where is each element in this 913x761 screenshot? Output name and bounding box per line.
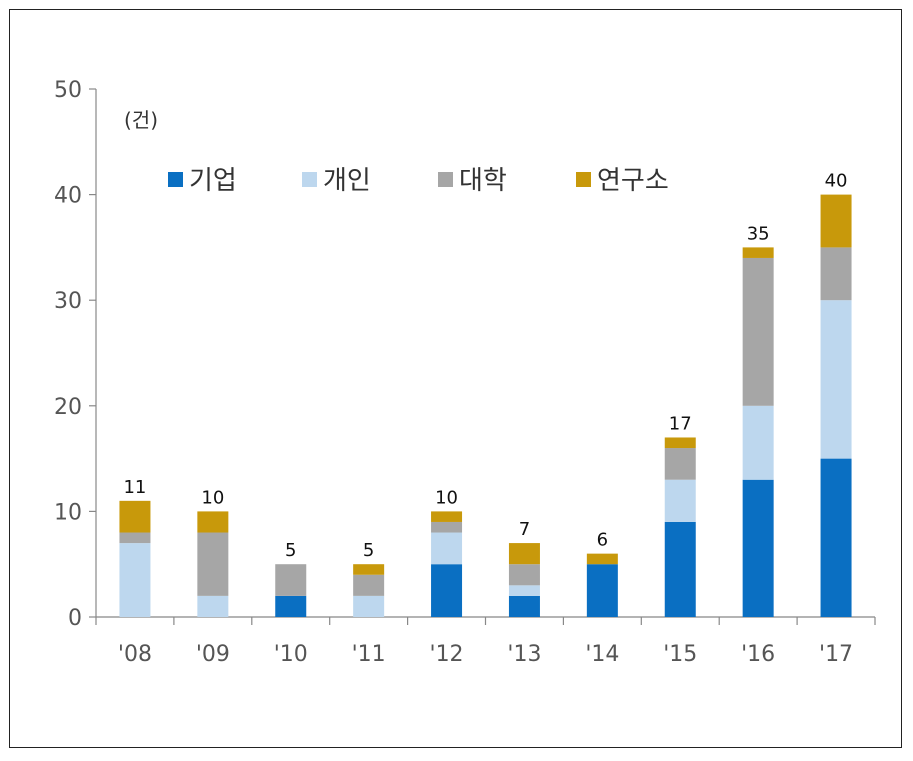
legend-swatch-대학 — [438, 172, 453, 187]
bar-segment-연구소 — [119, 500, 151, 533]
bar-segment-대학 — [820, 247, 852, 301]
bar-segment-연구소 — [431, 511, 463, 522]
legend-label: 기업 — [189, 166, 237, 196]
bar-segment-연구소 — [197, 511, 229, 533]
bar-segment-개인 — [508, 585, 540, 596]
chart-frame: 0 10 20 30 40 50 '08 11'09 10'10 5'11 5'12 10'13 7 '… — [9, 9, 902, 748]
legend-swatch-개인 — [302, 172, 317, 187]
bar-segment-개인 — [353, 595, 385, 617]
legend-swatch-연구소 — [576, 172, 591, 187]
bar-segment-기업 — [664, 521, 696, 617]
bar-segment-대학 — [119, 532, 151, 544]
x-tick-label: '12 — [430, 642, 464, 667]
bar-segment-개인 — [197, 595, 229, 617]
y-tick-label: 40 — [54, 184, 82, 209]
bar-segment-대학 — [197, 532, 229, 596]
bar-segment-개인 — [664, 479, 696, 522]
y-tick-label: 10 — [54, 500, 82, 525]
y-tick-label: 30 — [54, 289, 82, 314]
total-label: 17 — [669, 413, 692, 434]
bar-segment-대학 — [275, 564, 307, 596]
bar-segment-개인 — [820, 300, 852, 459]
legend-label: 연구소 — [597, 166, 669, 196]
total-label: 10 — [201, 487, 224, 508]
labels: '08 11 '09 10 '10 5 '11 5 '12 10 '13 7 '14 6 '15 17 '16 3… — [118, 108, 853, 667]
total-label: 11 — [123, 477, 146, 498]
x-tick-label: '16 — [741, 642, 775, 667]
x-tick-label: '14 — [585, 642, 619, 667]
total-label: 10 — [435, 487, 458, 508]
bar-segment-개인 — [742, 405, 774, 480]
bar-segment-대학 — [742, 257, 774, 406]
bar-segment-연구소 — [353, 564, 385, 575]
x-tick-label: '08 — [118, 642, 152, 667]
bar-segment-기업 — [820, 458, 852, 617]
total-label: 5 — [363, 540, 374, 561]
bar-segment-연구소 — [586, 553, 618, 565]
bar-segment-기업 — [742, 479, 774, 617]
bar-segment-기업 — [275, 595, 307, 617]
bars — [119, 194, 852, 617]
legend-swatch-기업 — [168, 172, 183, 187]
bar-segment-연구소 — [820, 194, 852, 248]
x-tick-label: '11 — [352, 642, 386, 667]
total-label: 35 — [747, 223, 770, 244]
bar-segment-대학 — [664, 448, 696, 480]
x-tick-label: '09 — [196, 642, 230, 667]
bar-segment-기업 — [431, 564, 463, 617]
bar-segment-연구소 — [742, 247, 774, 258]
legend: 기업 개인 대학 연구소 — [168, 166, 669, 196]
y-tick-label: 0 — [68, 606, 82, 631]
unit-label: (건) — [124, 108, 158, 132]
x-tick-label: '13 — [507, 642, 541, 667]
legend-label: 대학 — [459, 166, 507, 196]
x-tick-label: '10 — [274, 642, 308, 667]
legend-label: 개인 — [323, 166, 371, 196]
bar-segment-대학 — [431, 521, 463, 533]
y-tick-label: 50 — [54, 78, 82, 103]
y-tick-label: 20 — [54, 395, 82, 420]
x-tick-label: '17 — [819, 642, 853, 667]
bar-segment-개인 — [431, 532, 463, 565]
bar-segment-연구소 — [508, 543, 540, 565]
bar-segment-기업 — [586, 564, 618, 617]
x-tick-label: '15 — [663, 642, 697, 667]
bar-segment-연구소 — [664, 437, 696, 449]
total-label: 5 — [285, 540, 296, 561]
bar-segment-대학 — [353, 574, 385, 596]
total-label: 6 — [597, 530, 608, 551]
total-label: 7 — [519, 519, 530, 540]
bar-segment-대학 — [508, 564, 540, 586]
bar-segment-개인 — [119, 543, 151, 617]
total-label: 40 — [825, 171, 848, 192]
bar-segment-기업 — [508, 595, 540, 617]
